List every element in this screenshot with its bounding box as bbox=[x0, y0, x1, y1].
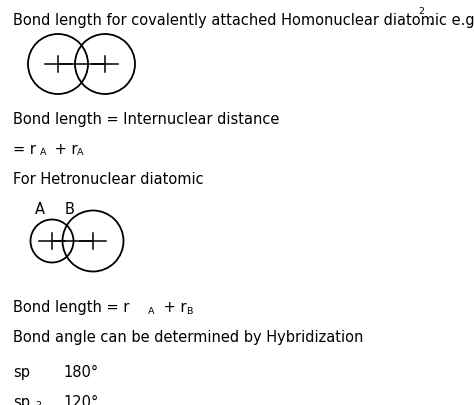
Text: = r: = r bbox=[13, 142, 36, 157]
Text: Bond angle can be determined by Hybridization: Bond angle can be determined by Hybridiz… bbox=[13, 329, 364, 344]
Text: B: B bbox=[65, 202, 75, 216]
Text: B: B bbox=[186, 306, 192, 315]
Text: Bond length = r: Bond length = r bbox=[13, 299, 129, 314]
Text: A: A bbox=[148, 306, 155, 315]
Text: Bond length = Internuclear distance: Bond length = Internuclear distance bbox=[13, 112, 279, 127]
Text: 120°: 120° bbox=[63, 394, 98, 405]
Text: A: A bbox=[77, 148, 83, 157]
Text: 2: 2 bbox=[418, 7, 424, 16]
Text: For Hetronuclear diatomic: For Hetronuclear diatomic bbox=[13, 172, 204, 187]
Text: 2: 2 bbox=[36, 401, 42, 405]
Text: + r: + r bbox=[50, 142, 78, 157]
Text: A: A bbox=[40, 148, 46, 157]
Text: .: . bbox=[428, 13, 433, 28]
Text: + r: + r bbox=[159, 299, 186, 314]
Text: A: A bbox=[35, 202, 45, 216]
Text: Bond length for covalently attached Homonuclear diatomic e.g. H: Bond length for covalently attached Homo… bbox=[13, 13, 474, 28]
Text: sp: sp bbox=[13, 364, 30, 379]
Text: sp: sp bbox=[13, 394, 30, 405]
Text: 180°: 180° bbox=[63, 364, 98, 379]
